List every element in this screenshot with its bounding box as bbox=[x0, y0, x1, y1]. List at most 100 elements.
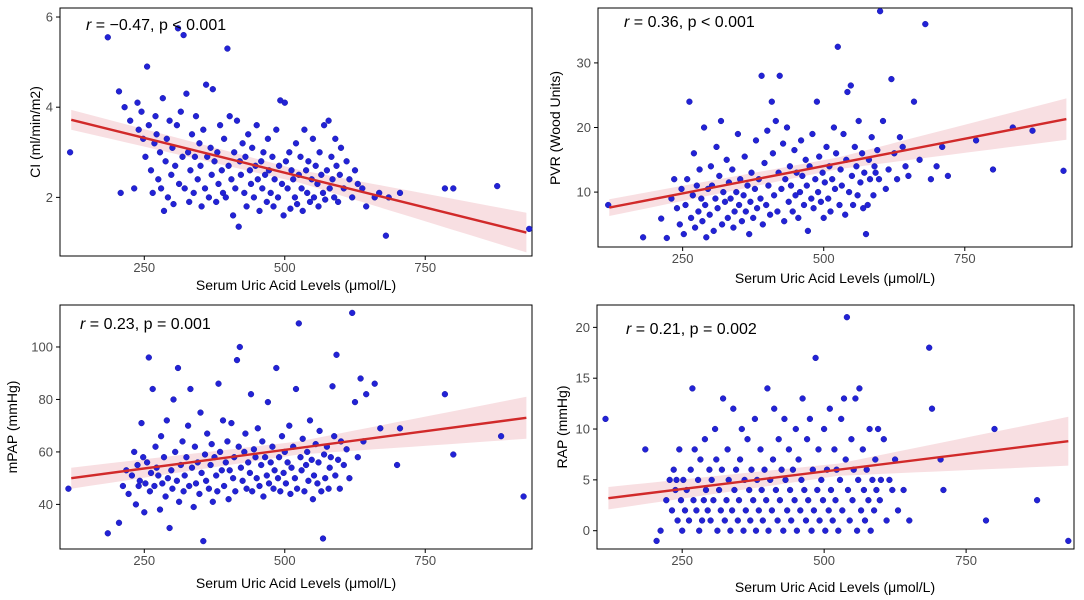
panel-mpap-data-point bbox=[146, 488, 154, 495]
panel-pvr-data-point bbox=[764, 127, 771, 134]
panel-mpap-data-point bbox=[180, 488, 187, 495]
panel-ci-data-point bbox=[159, 95, 166, 102]
panel-pvr-data-point bbox=[896, 134, 904, 141]
panel-ci-plot-area bbox=[59, 7, 533, 257]
panel-ci-data-point bbox=[164, 194, 172, 201]
panel-rap-data-point bbox=[812, 354, 819, 362]
panel-pvr-y-tick-label: 30 bbox=[577, 55, 591, 70]
panel-mpap-data-point bbox=[295, 320, 302, 327]
panel-mpap-data-point bbox=[288, 464, 295, 471]
panel-pvr-data-point bbox=[872, 169, 879, 176]
panel-ci-data-point bbox=[117, 189, 124, 197]
panel-pvr-data-point bbox=[735, 201, 743, 209]
panel-mpap-data-point bbox=[346, 475, 353, 482]
panel-mpap-data-point bbox=[329, 383, 336, 390]
panel-ci-data-point bbox=[304, 189, 311, 197]
panel-ci-data-point bbox=[287, 205, 294, 212]
panel-ci-x-tick-label: 500 bbox=[274, 260, 296, 275]
panel-mpap-data-point bbox=[214, 488, 221, 495]
panel-rap-data-point bbox=[842, 456, 849, 463]
panel-rap-data-point bbox=[848, 436, 855, 443]
panel-rap-data-point bbox=[808, 527, 815, 534]
panel-mpap-x-tick-label: 250 bbox=[133, 553, 155, 568]
panel-mpap-y-tick-label: 40 bbox=[39, 497, 53, 512]
panel-ci-data-point bbox=[270, 203, 277, 210]
panel-pvr-data-point bbox=[690, 150, 698, 157]
panel-pvr-data-point bbox=[727, 195, 734, 202]
panel-rap-data-point bbox=[724, 446, 731, 453]
panel-rap-data-point bbox=[742, 507, 749, 514]
panel-pvr-data-point bbox=[1029, 127, 1036, 134]
panel-mpap-data-point bbox=[264, 398, 272, 406]
panel-pvr-data-point bbox=[721, 198, 729, 205]
panel-pvr-data-point bbox=[916, 156, 923, 163]
panel-pvr-data-point bbox=[864, 201, 871, 209]
panel-rap-data-point bbox=[765, 527, 772, 534]
panel-ci-data-point bbox=[127, 117, 134, 124]
panel-mpap-data-point bbox=[163, 417, 170, 424]
panel-mpap-data-point bbox=[232, 488, 239, 495]
panel-mpap-data-point bbox=[200, 537, 207, 545]
panel-rap-y-tick-label: 5 bbox=[583, 472, 590, 487]
panel-rap-y-tick-label: 10 bbox=[576, 422, 590, 437]
panel-pvr-data-point bbox=[789, 208, 796, 215]
panel-rap-data-point bbox=[876, 497, 883, 504]
panel-mpap-data-point bbox=[357, 375, 364, 382]
panel-pvr-data-point bbox=[716, 172, 723, 180]
panel-rap-data-point bbox=[748, 466, 755, 473]
panel-rap-data-point bbox=[711, 425, 719, 433]
panel-rap-data-point bbox=[708, 476, 715, 484]
panel-ci-data-point bbox=[232, 185, 239, 192]
panel-ci-data-point bbox=[196, 140, 203, 147]
panel-ci-data-point bbox=[351, 167, 359, 174]
panel-ci-data-point bbox=[281, 99, 288, 106]
panel-ci-data-point bbox=[194, 176, 201, 183]
panel-mpap-data-point bbox=[274, 475, 282, 482]
panel-pvr-data-point bbox=[820, 214, 827, 222]
panel-pvr-data-point bbox=[832, 150, 840, 157]
panel-rap-data-point bbox=[861, 517, 869, 524]
panel-rap-data-point bbox=[734, 517, 741, 524]
panel-ci-data-point bbox=[245, 131, 252, 138]
panel-ci-data-point bbox=[135, 126, 142, 133]
panel-ci-data-point bbox=[336, 171, 343, 178]
panel-mpap-data-point bbox=[253, 475, 260, 482]
panel-rap-data-point bbox=[819, 497, 827, 504]
panel-mpap-data-point bbox=[520, 493, 527, 500]
panel-mpap-data-point bbox=[282, 480, 290, 487]
panel-ci-data-point bbox=[526, 225, 533, 233]
panel-pvr-data-point bbox=[744, 182, 751, 189]
panel-rap-data-point bbox=[778, 466, 785, 473]
panel-pvr-data-point bbox=[752, 137, 760, 144]
panel-pvr-data-point bbox=[730, 224, 737, 231]
panel-ci-data-point bbox=[179, 153, 186, 160]
panel-rap-confidence-band bbox=[608, 416, 1069, 510]
panel-mpap-data-point bbox=[269, 443, 276, 450]
panel-ci-data-point bbox=[253, 122, 260, 129]
panel-pvr-data-point bbox=[792, 192, 799, 199]
panel-ci-data-point bbox=[267, 189, 274, 197]
panel-ci-data-point bbox=[231, 149, 238, 156]
panel-mpap-data-point bbox=[242, 430, 249, 437]
panel-ci-data-point bbox=[326, 185, 333, 192]
panel-ci-data-point bbox=[233, 117, 241, 124]
panel-mpap-annotation: r = 0.23, p = 0.001 bbox=[80, 316, 211, 333]
panel-mpap-data-point bbox=[239, 477, 246, 484]
panel-ci: 250 500 750 2 4 6 r = −0.47, p < 0.001 Serum … bbox=[27, 7, 533, 293]
panel-ci-data-point bbox=[382, 232, 390, 239]
panel-ci-data-point bbox=[309, 135, 317, 142]
panel-rap-data-point bbox=[696, 527, 703, 534]
panel-rap-data-point bbox=[785, 446, 793, 453]
panel-mpap-data-point bbox=[336, 485, 343, 492]
panel-pvr-data-point bbox=[812, 176, 819, 183]
panel-ci-data-point bbox=[247, 180, 255, 188]
panel-pvr-data-point bbox=[702, 201, 709, 209]
panel-ci-r-symbol: r bbox=[86, 17, 92, 34]
panel-ci-data-point bbox=[153, 131, 160, 138]
panel-rap-x-axis-title: Serum Uric Acid Levels (μmol/L) bbox=[735, 579, 935, 595]
panel-ci-data-point bbox=[168, 171, 175, 178]
panel-rap-plot-area bbox=[596, 304, 1075, 550]
panel-rap: 250 500 750 0 5 10 15 20 r = 0.21, p = 0.002 Se… bbox=[554, 304, 1075, 595]
panel-ci-data-point bbox=[215, 180, 222, 188]
